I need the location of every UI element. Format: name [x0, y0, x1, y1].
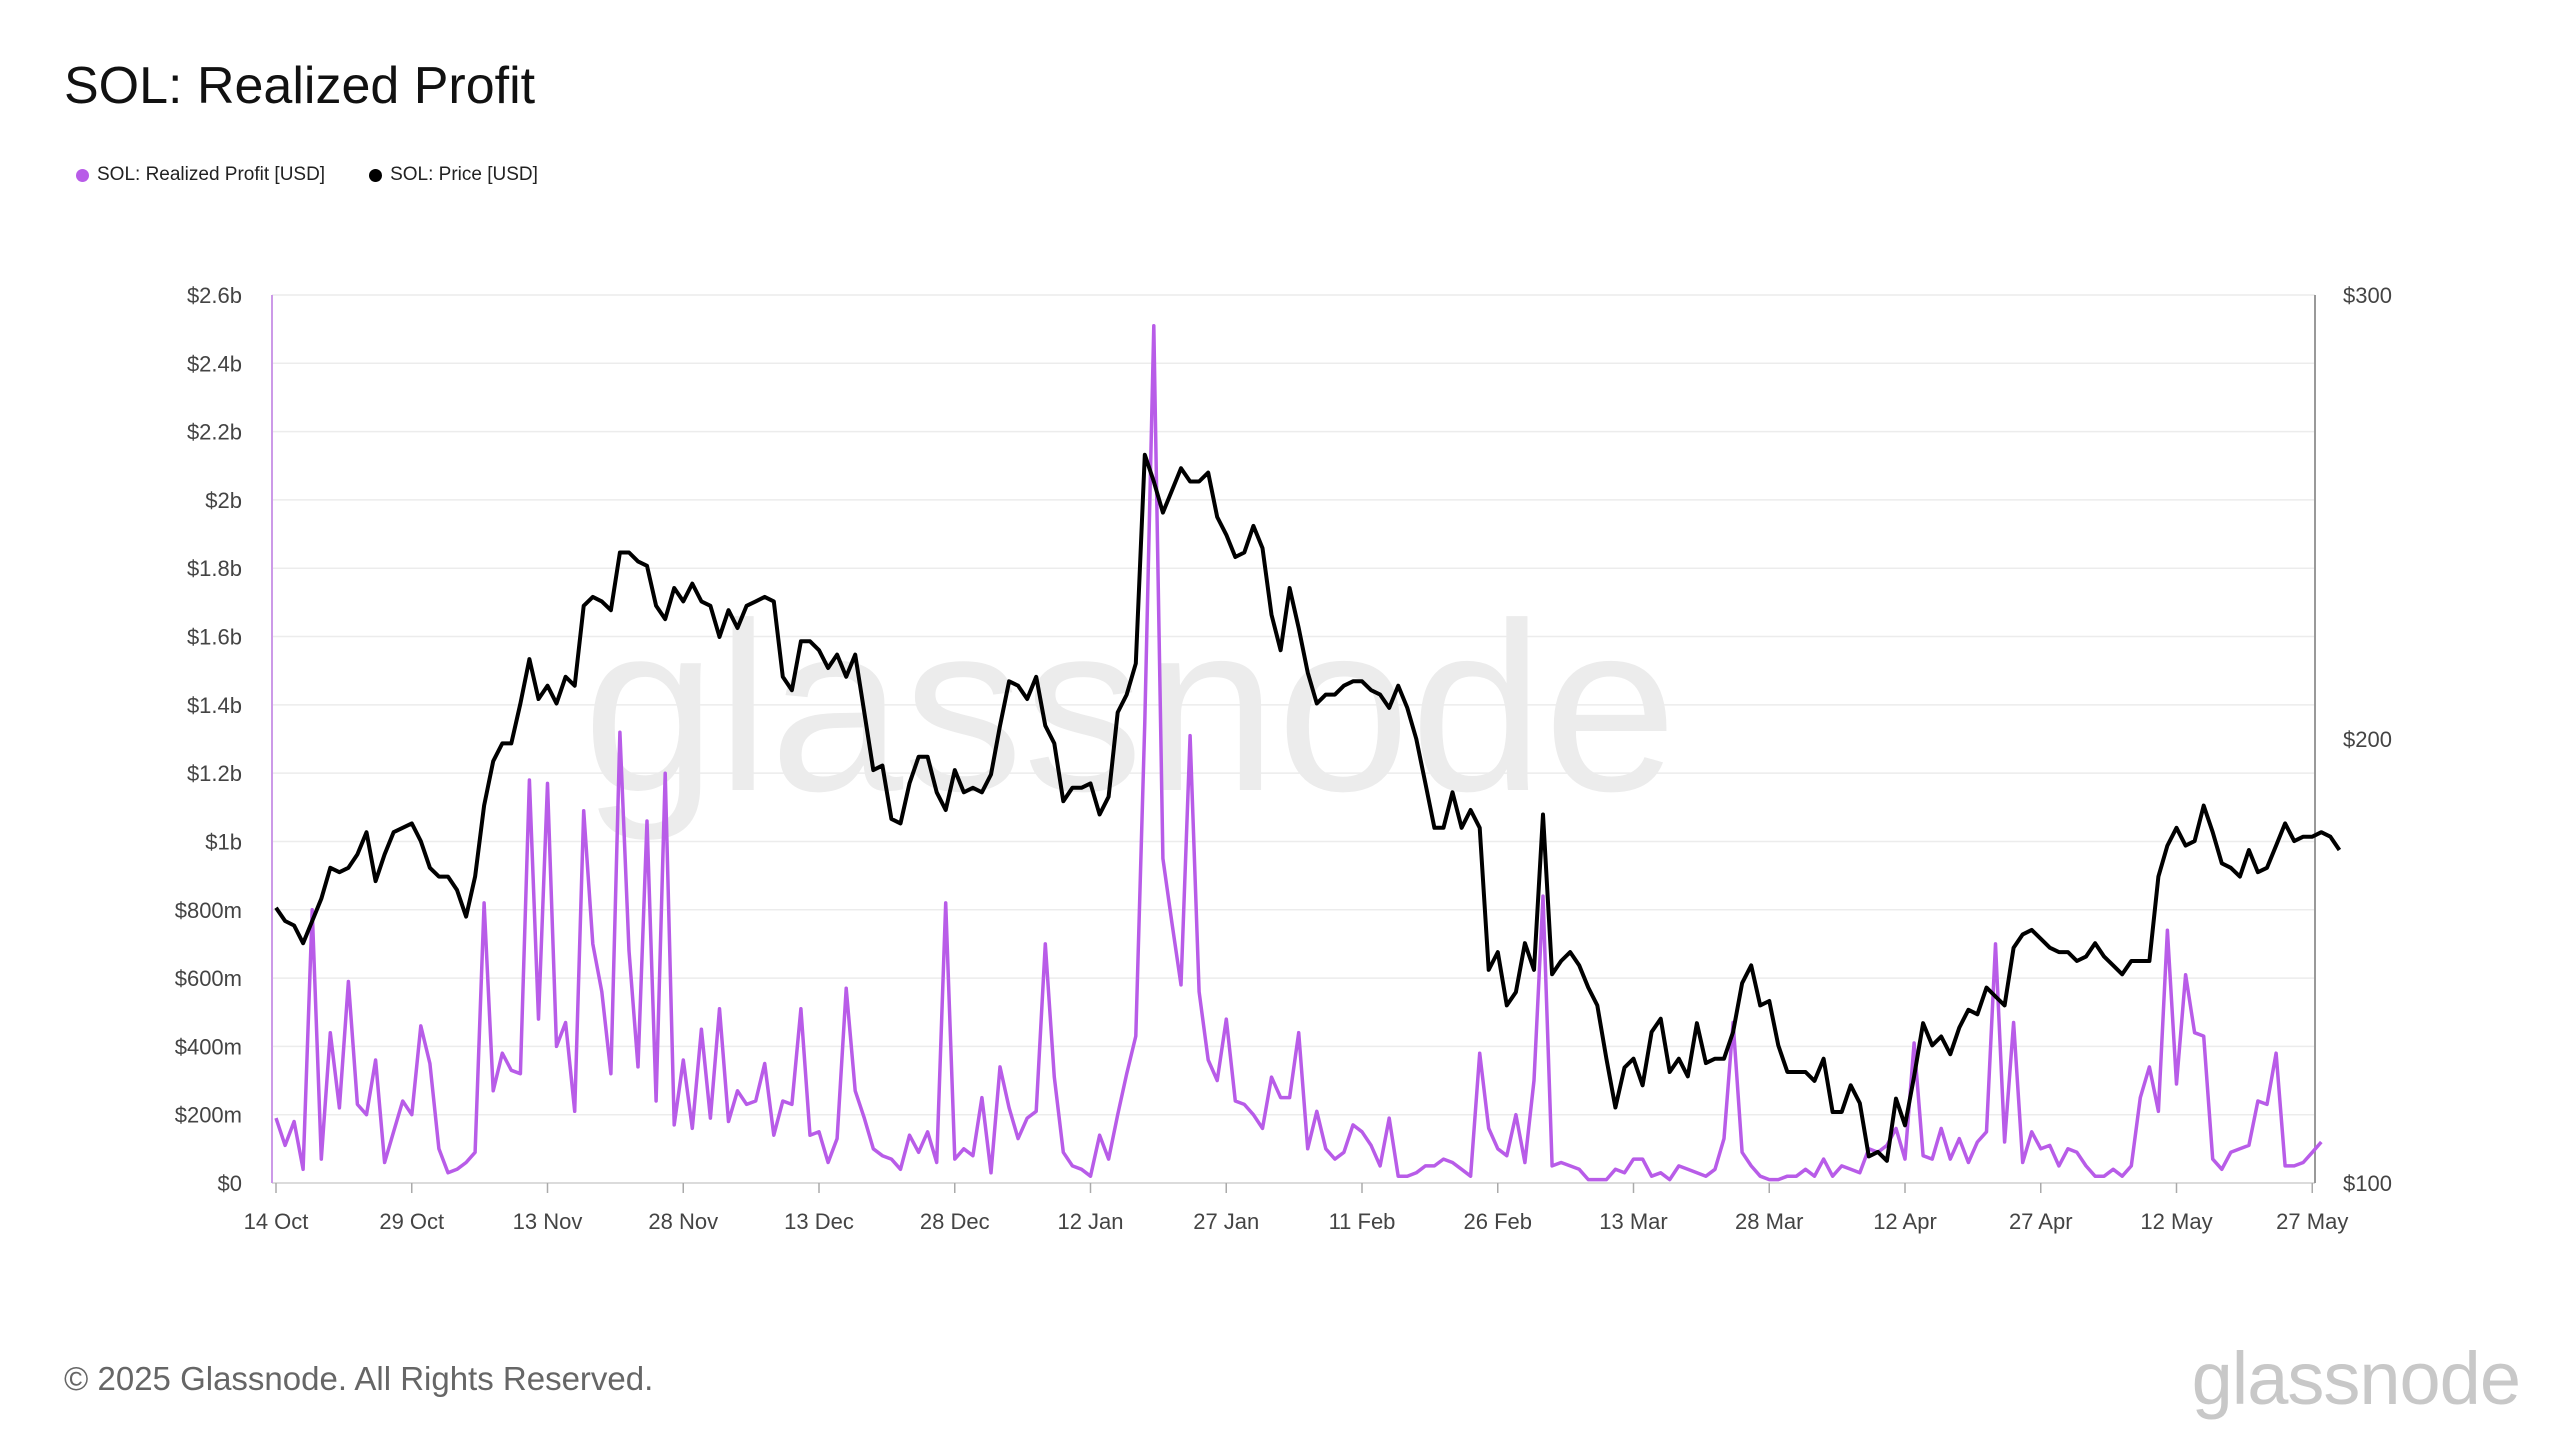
y-left-tick-label: $2.4b	[187, 351, 242, 376]
x-tick-label: 12 Jan	[1057, 1209, 1123, 1234]
x-tick-label: 13 Nov	[513, 1209, 583, 1234]
y-right-tick-label: $300	[2343, 283, 2392, 308]
legend-dot-realized-profit	[76, 168, 89, 182]
x-tick-label: 28 Mar	[1735, 1209, 1803, 1234]
legend-label-realized-profit: SOL: Realized Profit [USD]	[97, 164, 326, 185]
brand-logo-text: glassnode	[2191, 1337, 2521, 1420]
legend-item-realized-profit[interactable]: SOL: Realized Profit [USD]	[76, 164, 325, 186]
y-left-tick-label: $1.4b	[187, 693, 242, 718]
axes: $0 $200m $400m $600m $800m $1b $1.2b $1.4b $1.6b…	[175, 283, 2392, 1234]
y-right-tick-label: $200	[2343, 727, 2392, 752]
y-right-tick-label: $100	[2343, 1171, 2392, 1196]
legend: SOL: Realized Profit [USD] SOL: Price [U…	[76, 164, 538, 186]
y-left-tick-label: $1b	[205, 829, 242, 854]
y-left-tick-label: $0	[218, 1171, 242, 1196]
y-left-tick-label: $2.6b	[187, 283, 242, 308]
series-group	[274, 323, 2342, 1182]
x-tick-label: 27 May	[2276, 1209, 2348, 1234]
chart-title: SOL: Realized Profit	[64, 57, 536, 115]
y-left-tick-label: $2.2b	[187, 420, 242, 445]
x-tick-label: 27 Apr	[2009, 1209, 2073, 1234]
y-left-tick-label: $600m	[175, 966, 242, 991]
legend-label-price: SOL: Price [USD]	[390, 164, 538, 185]
series-line-price	[274, 452, 2342, 1163]
x-tick-label: 11 Feb	[1329, 1209, 1396, 1234]
legend-item-price[interactable]: SOL: Price [USD]	[369, 164, 538, 186]
x-tick-label: 13 Mar	[1599, 1209, 1667, 1234]
y-left-tick-label: $800m	[175, 898, 242, 923]
watermark-text: glassnode	[583, 573, 1677, 841]
y-left-tick-label: $1.2b	[187, 761, 242, 786]
x-tick-label: 29 Oct	[379, 1209, 444, 1234]
y-left-tick-label: $1.6b	[187, 625, 242, 650]
series-line-realized-profit	[274, 323, 2323, 1182]
y-left-tick-label: $1.8b	[187, 556, 242, 581]
y-left-tick-label: $2b	[205, 488, 242, 513]
x-tick-label: 12 Apr	[1873, 1209, 1937, 1234]
x-tick-label: 28 Dec	[920, 1209, 990, 1234]
x-tick-label: 12 May	[2140, 1209, 2212, 1234]
x-tick-label: 14 Oct	[244, 1209, 309, 1234]
copyright-footer: © 2025 Glassnode. All Rights Reserved.	[64, 1360, 654, 1397]
x-tick-label: 27 Jan	[1193, 1209, 1259, 1234]
x-tick-label: 28 Nov	[648, 1209, 718, 1234]
y-left-tick-label: $200m	[175, 1103, 242, 1128]
legend-dot-price	[369, 168, 383, 182]
y-left-tick-label: $400m	[175, 1034, 242, 1059]
x-tick-label: 26 Feb	[1464, 1209, 1533, 1234]
x-tick-label: 13 Dec	[784, 1209, 854, 1234]
